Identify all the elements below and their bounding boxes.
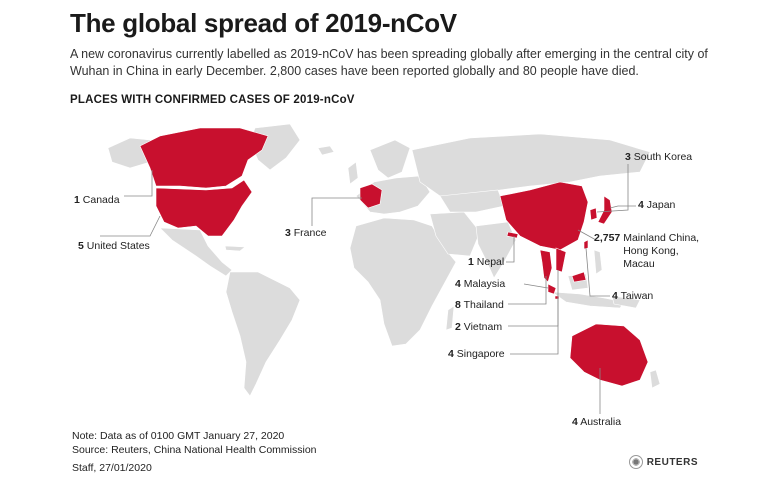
country-malaysia — [547, 283, 557, 295]
land-russia — [411, 133, 651, 197]
label-south-korea: 3 South Korea — [625, 151, 693, 163]
label-china: 2,757 Mainland China, Hong Kong, Macau — [594, 232, 700, 270]
leader-france — [311, 197, 362, 226]
land-scandinavia — [369, 139, 411, 179]
label-taiwan: 4 Taiwan — [612, 290, 654, 302]
leader-singapore — [510, 298, 559, 355]
land-madagascar — [445, 305, 455, 331]
land-india — [475, 221, 517, 279]
footer-credit: Staff, 27/01/2020 — [72, 462, 152, 474]
land-cuba — [224, 245, 246, 252]
intro-text: A new coronavirus currently labelled as … — [70, 47, 708, 78]
section-heading: PLACES WITH CONFIRMED CASES OF 2019-nCoV — [70, 94, 355, 106]
land-central-asia — [439, 189, 505, 213]
land-philippines — [593, 249, 603, 275]
country-australia — [569, 323, 649, 387]
label-australia: 4 Australia — [572, 416, 622, 428]
label-nepal: 1 Nepal — [468, 256, 505, 268]
land-new-guinea — [611, 295, 641, 309]
label-thailand: 8 Thailand — [455, 299, 504, 311]
leader-vietnam — [508, 270, 559, 327]
label-vietnam: 2 Vietnam — [455, 321, 503, 333]
footer-note: Note: Data as of 0100 GMT January 27, 20… — [72, 430, 285, 442]
reuters-logo-text: REUTERS — [646, 456, 698, 468]
country-china — [499, 181, 589, 251]
country-japan — [597, 195, 613, 225]
land-uk — [347, 161, 359, 185]
label-france: 3 France — [285, 227, 327, 239]
label-united-states: 5 United States — [78, 240, 150, 252]
leader-lines — [100, 164, 636, 414]
leader-south-korea — [596, 164, 629, 213]
label-japan: 4 Japan — [638, 199, 676, 211]
land-iceland — [317, 145, 335, 156]
label-canada: 1 Canada — [74, 194, 120, 206]
label-malaysia: 4 Malaysia — [455, 278, 506, 290]
country-united-states — [155, 179, 253, 237]
country-malaysia-borneo — [571, 271, 587, 283]
country-south-korea — [589, 207, 598, 221]
country-vietnam — [555, 247, 567, 273]
leader-canada — [124, 170, 153, 197]
reuters-logo-icon — [628, 455, 643, 469]
country-nepal — [506, 231, 519, 239]
leader-japan — [609, 205, 636, 209]
country-france — [359, 183, 383, 209]
leader-nepal — [506, 236, 515, 263]
leader-malaysia — [523, 283, 549, 289]
country-thailand — [539, 249, 553, 283]
footer-source: Source: Reuters, China National Health C… — [72, 444, 317, 456]
affected-land — [139, 127, 649, 387]
land-new-zealand — [649, 369, 661, 389]
land-south-america — [225, 271, 301, 397]
leader-us — [100, 215, 161, 237]
leader-thailand — [508, 276, 547, 305]
reuters-logo: REUTERS — [628, 455, 698, 469]
leader-china — [577, 229, 597, 241]
page-title: The global spread of 2019-nCoV — [70, 8, 457, 38]
land-mexico — [159, 227, 233, 277]
country-canada — [139, 127, 269, 189]
land-africa — [349, 217, 457, 347]
label-singapore: 4 Singapore — [448, 348, 505, 360]
country-taiwan — [583, 239, 589, 250]
leader-taiwan — [585, 247, 610, 297]
